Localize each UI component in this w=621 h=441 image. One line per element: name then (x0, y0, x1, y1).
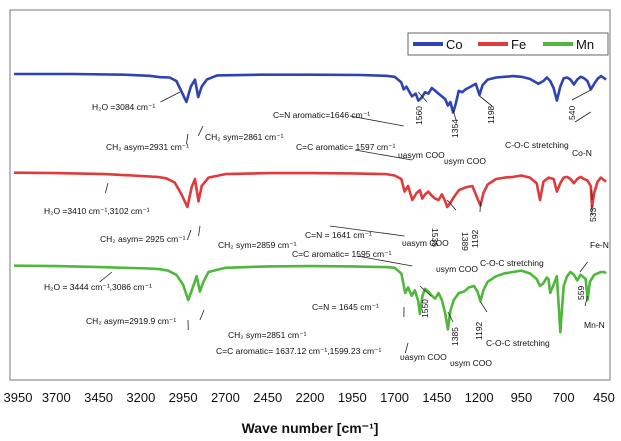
annotation-mn: C=C aromatic= 1637.12 cm⁻¹,1599.23 cm⁻¹ (216, 346, 382, 356)
annotation-leader (479, 95, 493, 107)
annotation-leader (417, 91, 428, 103)
annotation-co: Co-N (572, 148, 592, 158)
annotation-fe: C=N = 1641 cm⁻¹ (305, 230, 372, 240)
annotation-leader (199, 309, 205, 321)
annotation-leader (197, 125, 204, 137)
annotation-leader (571, 89, 591, 101)
plot-frame (9, 9, 611, 381)
annotation-co: υasym COO (398, 150, 445, 160)
annotation-co: 1354 (450, 119, 460, 138)
annotation-fe: C-O-C stretching (480, 258, 544, 268)
x-tick-label: 950 (511, 390, 533, 405)
legend-label-fe: Fe (511, 37, 526, 52)
legend: Co Fe Mn (407, 32, 609, 56)
annotation-fe: υasym COO (402, 238, 449, 248)
annotation-leader (160, 91, 181, 103)
x-axis-label: Wave number [cm⁻¹] (242, 420, 379, 436)
annotation-leader (480, 301, 488, 313)
series-line-co (14, 72, 607, 114)
annotation-co: C=N aromatic=1646 cm⁻¹ (273, 110, 370, 120)
annotation-leader (329, 225, 405, 237)
x-tick-label: 450 (593, 390, 615, 405)
annotation-co: 1198 (486, 105, 496, 124)
annotation-leader (452, 109, 457, 121)
legend-label-co: Co (446, 37, 463, 52)
annotation-fe: 1536 (430, 228, 440, 247)
annotation-co: CH₂ asym=2931 cm⁻¹ (106, 142, 189, 152)
annotation-leader (99, 271, 113, 283)
x-tick-label: 2700 (211, 390, 240, 405)
annotation-leader (185, 133, 189, 145)
annotation-mn: Mn-N (584, 320, 605, 330)
x-tick-label: 700 (553, 390, 575, 405)
annotation-mn: CH₂ sym=2851 cm⁻¹ (228, 330, 307, 340)
leader-layer (99, 89, 593, 354)
annotation-mn: C=N = 1645 cm⁻¹ (312, 302, 379, 312)
annotation-mn: 1192 (474, 321, 484, 340)
x-tick-label: 1450 (422, 390, 451, 405)
annotation-co: 540 (567, 106, 577, 120)
annotation-fe: Fe-N (590, 240, 609, 250)
annotation-fe: CH₂ sym=2859 cm⁻¹ (218, 240, 297, 250)
series-line-fe (13, 171, 607, 209)
x-tick-label: 1700 (380, 390, 409, 405)
legend-label-mn: Mn (576, 37, 594, 52)
x-tick-label: 3450 (84, 390, 113, 405)
annotation-leader (579, 261, 588, 273)
annotation-co: C-O-C stretching (505, 140, 569, 150)
annotation-fe: υsym COO (436, 264, 478, 274)
x-tick-label: 2450 (253, 390, 282, 405)
annotation-leader (198, 225, 201, 237)
annotation-mn: CH₂ asym=2919.9 cm⁻¹ (86, 316, 176, 326)
annotation-leader (574, 111, 591, 123)
annotation-leader (584, 295, 588, 307)
annotation-mn: υasym COO (400, 352, 447, 362)
annotation-co: H₂O =3084 cm⁻¹ (92, 102, 155, 112)
annotation-fe: H₂O =3410 cm⁻¹,3102 cm⁻¹ (44, 206, 150, 216)
annotation-mn: 559 (576, 286, 586, 300)
x-tick-label: 2200 (296, 390, 325, 405)
annotation-leader (419, 285, 432, 297)
x-axis-ticks: 3950 3700 3450 3200 2950 2700 2450 2200 1950 1700… (4, 390, 615, 405)
annotation-leader (354, 149, 413, 161)
annotation-mn: 1385 (450, 327, 460, 346)
annotation-mn: C-O-C stretching (486, 338, 550, 348)
annotation-co: 1560 (414, 106, 424, 125)
annotation-leader (404, 342, 409, 354)
x-tick-label: 2950 (169, 390, 198, 405)
x-tick-label: 1200 (465, 390, 494, 405)
annotation-leader (349, 115, 404, 127)
x-tick-label: 3200 (126, 390, 155, 405)
annotation-layer: H₂O =3084 cm⁻¹ CH₂ asym=2931 cm⁻¹ CH₂ sym=… (44, 102, 609, 368)
x-tick-label: 1950 (338, 390, 367, 405)
annotation-fe: 1389 (460, 232, 470, 251)
annotation-leader (356, 255, 413, 267)
annotation-co: CH₂ sym=2861 cm⁻¹ (205, 132, 284, 142)
x-tick-label: 3950 (4, 390, 33, 405)
x-tick-label: 3700 (42, 390, 71, 405)
annotation-mn: υsym COO (450, 358, 492, 368)
annotation-leader (446, 199, 457, 211)
annotation-leader (447, 311, 454, 323)
series-line-mn (13, 264, 607, 334)
series-layer (13, 72, 607, 334)
annotation-mn: H₂O = 3444 cm⁻¹,3086 cm⁻¹ (44, 282, 152, 292)
annotation-fe: C=C aromatic= 1595 cm⁻¹ (292, 249, 392, 259)
annotation-fe: 533 (588, 208, 598, 222)
annotation-co: C=C aromatic= 1597 cm⁻¹ (296, 142, 396, 152)
annotation-leader (104, 182, 109, 194)
annotation-fe: CH₂ asym= 2925 cm⁻¹ (100, 234, 186, 244)
annotation-leader (186, 229, 192, 241)
annotation-mn: 1550 (420, 299, 430, 318)
annotation-fe: 1192 (470, 229, 480, 248)
annotation-co: υsym COO (444, 156, 486, 166)
